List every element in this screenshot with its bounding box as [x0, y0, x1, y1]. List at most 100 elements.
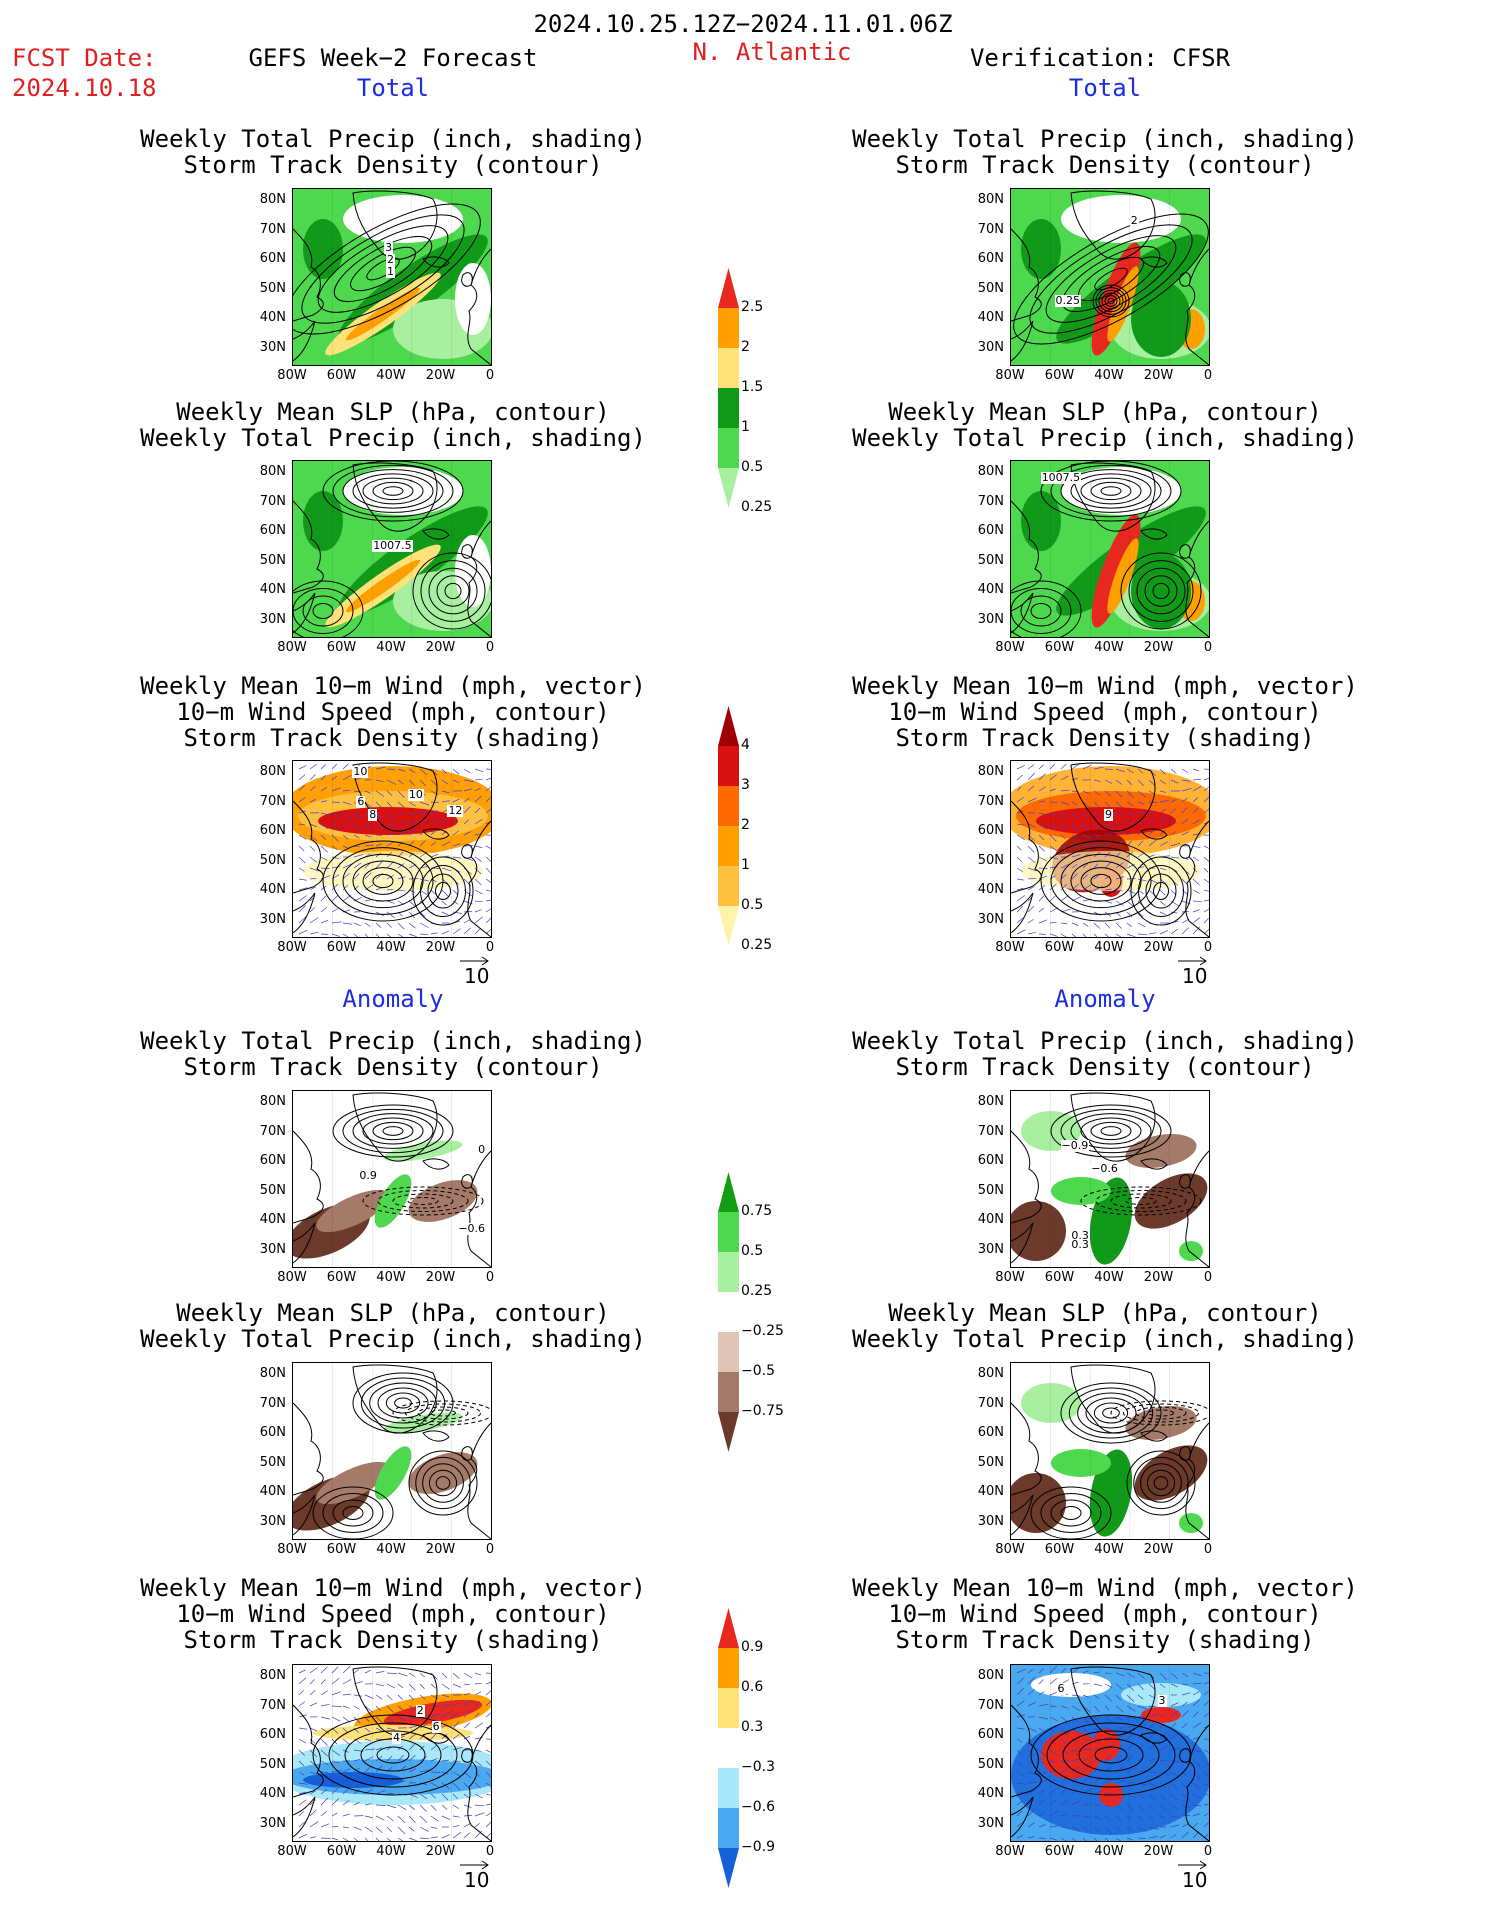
lon-tick-label: 0	[1203, 1542, 1213, 1557]
map-ver-precip-anomaly: −0.9 −0.6 0.3 0.3	[1010, 1090, 1210, 1268]
panel-title-fcst-5: Weekly Mean 10−m Wind (mph, vector)	[140, 1574, 646, 1602]
contour-label: 1007.5	[372, 539, 413, 553]
lon-tick-label: 80W	[995, 368, 1025, 383]
panel-title-ver-4: Weekly Total Precip (inch, shading)	[852, 1325, 1358, 1353]
contour-label: 2	[1129, 214, 1139, 228]
vector-reference-arrow-icon	[1178, 956, 1210, 966]
vector-reference-label: 10	[464, 1868, 490, 1892]
lon-tick-label: 80W	[995, 1542, 1025, 1557]
lat-tick-label: 60N	[977, 523, 1004, 538]
panel-title-fcst-1: Weekly Mean SLP (hPa, contour)	[176, 398, 610, 426]
lat-tick-label: 80N	[259, 1668, 286, 1683]
lat-tick-label: 60N	[259, 1727, 286, 1742]
lat-tick-label: 50N	[977, 1756, 1004, 1772]
lon-tick-label: 20W	[1143, 1844, 1174, 1859]
lon-tick-label: 80W	[995, 1270, 1025, 1285]
lat-tick-label: 30N	[977, 1513, 1004, 1529]
lon-tick-label: 60W	[1044, 368, 1075, 383]
lat-tick-label: 60N	[259, 1425, 286, 1440]
lat-tick-label: 70N	[259, 1697, 286, 1713]
forecast-title: GEFS Week−2 Forecast	[248, 44, 538, 72]
contour-label: 4	[392, 1730, 401, 1744]
map-fcst-slp: 1007.5	[292, 460, 492, 638]
lon-tick-label: 20W	[425, 368, 456, 383]
lat-tick-label: 50N	[259, 1756, 286, 1772]
lat-tick-label: 50N	[977, 1182, 1004, 1198]
lat-tick-label: 80N	[977, 1668, 1004, 1683]
lon-tick-label: 0	[485, 940, 495, 955]
colorbar-track-total	[715, 706, 745, 950]
panel-title-ver-5: Weekly Mean 10−m Wind (mph, vector)	[852, 1574, 1358, 1602]
lat-tick-label: 70N	[259, 1395, 286, 1411]
lat-tick-label: 80N	[977, 764, 1004, 779]
lat-tick-label: 70N	[259, 221, 286, 237]
map-plot	[1011, 189, 1209, 365]
colorbar-label-precip_anom: −0.75	[741, 1403, 784, 1419]
lon-tick-label: 80W	[277, 1270, 307, 1285]
lat-tick-label: 50N	[977, 852, 1004, 868]
vector-reference-arrow-icon	[460, 1860, 492, 1870]
panel-title-fcst-2: 10−m Wind Speed (mph, contour)	[176, 698, 610, 726]
colorbar-label-track_anom: −0.3	[741, 1759, 775, 1775]
lat-tick-label: 40N	[977, 582, 1004, 597]
lat-tick-label: 60N	[977, 1153, 1004, 1168]
panel-title-ver-1: Weekly Mean SLP (hPa, contour)	[888, 398, 1322, 426]
verification-title: Verification: CFSR	[969, 44, 1231, 72]
lon-tick-label: 0	[1203, 1844, 1213, 1859]
colorbar-label-track_total: 1	[741, 857, 750, 873]
lat-tick-label: 70N	[977, 1123, 1004, 1139]
lat-tick-label: 50N	[259, 852, 286, 868]
section-anomaly-right: Anomaly	[1054, 985, 1156, 1013]
map-fcst-wind: 10 6 8 10 12	[292, 760, 492, 938]
contour-label: 0.3	[1070, 1237, 1090, 1251]
panel-title-fcst-2: Weekly Mean 10−m Wind (mph, vector)	[140, 672, 646, 700]
colorbar-label-precip_total: 0.5	[741, 459, 764, 475]
lon-tick-label: 0	[485, 640, 495, 655]
colorbar-label-track_anom: −0.6	[741, 1799, 775, 1815]
colorbar-label-track_anom: −0.9	[741, 1839, 775, 1855]
lat-tick-label: 60N	[259, 823, 286, 838]
lat-tick-label: 70N	[259, 793, 286, 809]
panel-title-fcst-4: Weekly Mean SLP (hPa, contour)	[176, 1299, 610, 1327]
colorbar-label-precip_anom: −0.5	[741, 1363, 775, 1379]
lat-tick-label: 80N	[259, 764, 286, 779]
contour-label: 10	[407, 788, 424, 802]
vector-reference-arrow-icon	[1178, 1860, 1210, 1870]
colorbar-label-precip_total: 2.5	[741, 299, 764, 315]
panel-title-ver-4: Weekly Mean SLP (hPa, contour)	[888, 1299, 1322, 1327]
panel-title-ver-2: Storm Track Density (shading)	[895, 724, 1315, 752]
colorbar-label-track_total: 4	[741, 737, 750, 753]
lat-tick-label: 30N	[977, 911, 1004, 927]
lat-tick-label: 40N	[977, 1212, 1004, 1227]
map-plot	[1011, 1363, 1209, 1539]
lat-tick-label: 80N	[259, 464, 286, 479]
lon-tick-label: 40W	[376, 940, 406, 955]
panel-title-ver-2: Weekly Mean 10−m Wind (mph, vector)	[852, 672, 1358, 700]
colorbar-label-precip_total: 1.5	[741, 379, 764, 395]
lat-tick-label: 80N	[977, 464, 1004, 479]
lon-tick-label: 20W	[425, 1542, 456, 1557]
lat-tick-label: 40N	[259, 882, 286, 897]
lon-tick-label: 80W	[277, 940, 307, 955]
lon-tick-label: 40W	[376, 368, 406, 383]
lon-tick-label: 0	[485, 1542, 495, 1557]
colorbar-precip-anomaly	[715, 1172, 745, 1456]
colorbar-label-precip_anom: 0.75	[741, 1203, 773, 1219]
lat-tick-label: 40N	[977, 310, 1004, 325]
lat-tick-label: 30N	[977, 339, 1004, 355]
map-plot	[293, 1363, 491, 1539]
lat-tick-label: 40N	[259, 1484, 286, 1499]
lat-tick-label: 40N	[977, 882, 1004, 897]
lon-tick-label: 80W	[277, 640, 307, 655]
contour-label: 8	[368, 807, 378, 821]
panel-title-ver-2: 10−m Wind Speed (mph, contour)	[888, 698, 1322, 726]
contour-label: 9	[1104, 807, 1114, 821]
lat-tick-label: 30N	[259, 911, 286, 927]
panel-title-fcst-0: Storm Track Density (contour)	[183, 151, 603, 179]
lat-tick-label: 50N	[977, 552, 1004, 568]
lat-tick-label: 30N	[977, 1241, 1004, 1257]
lat-tick-label: 70N	[977, 1395, 1004, 1411]
map-plot	[293, 189, 491, 365]
